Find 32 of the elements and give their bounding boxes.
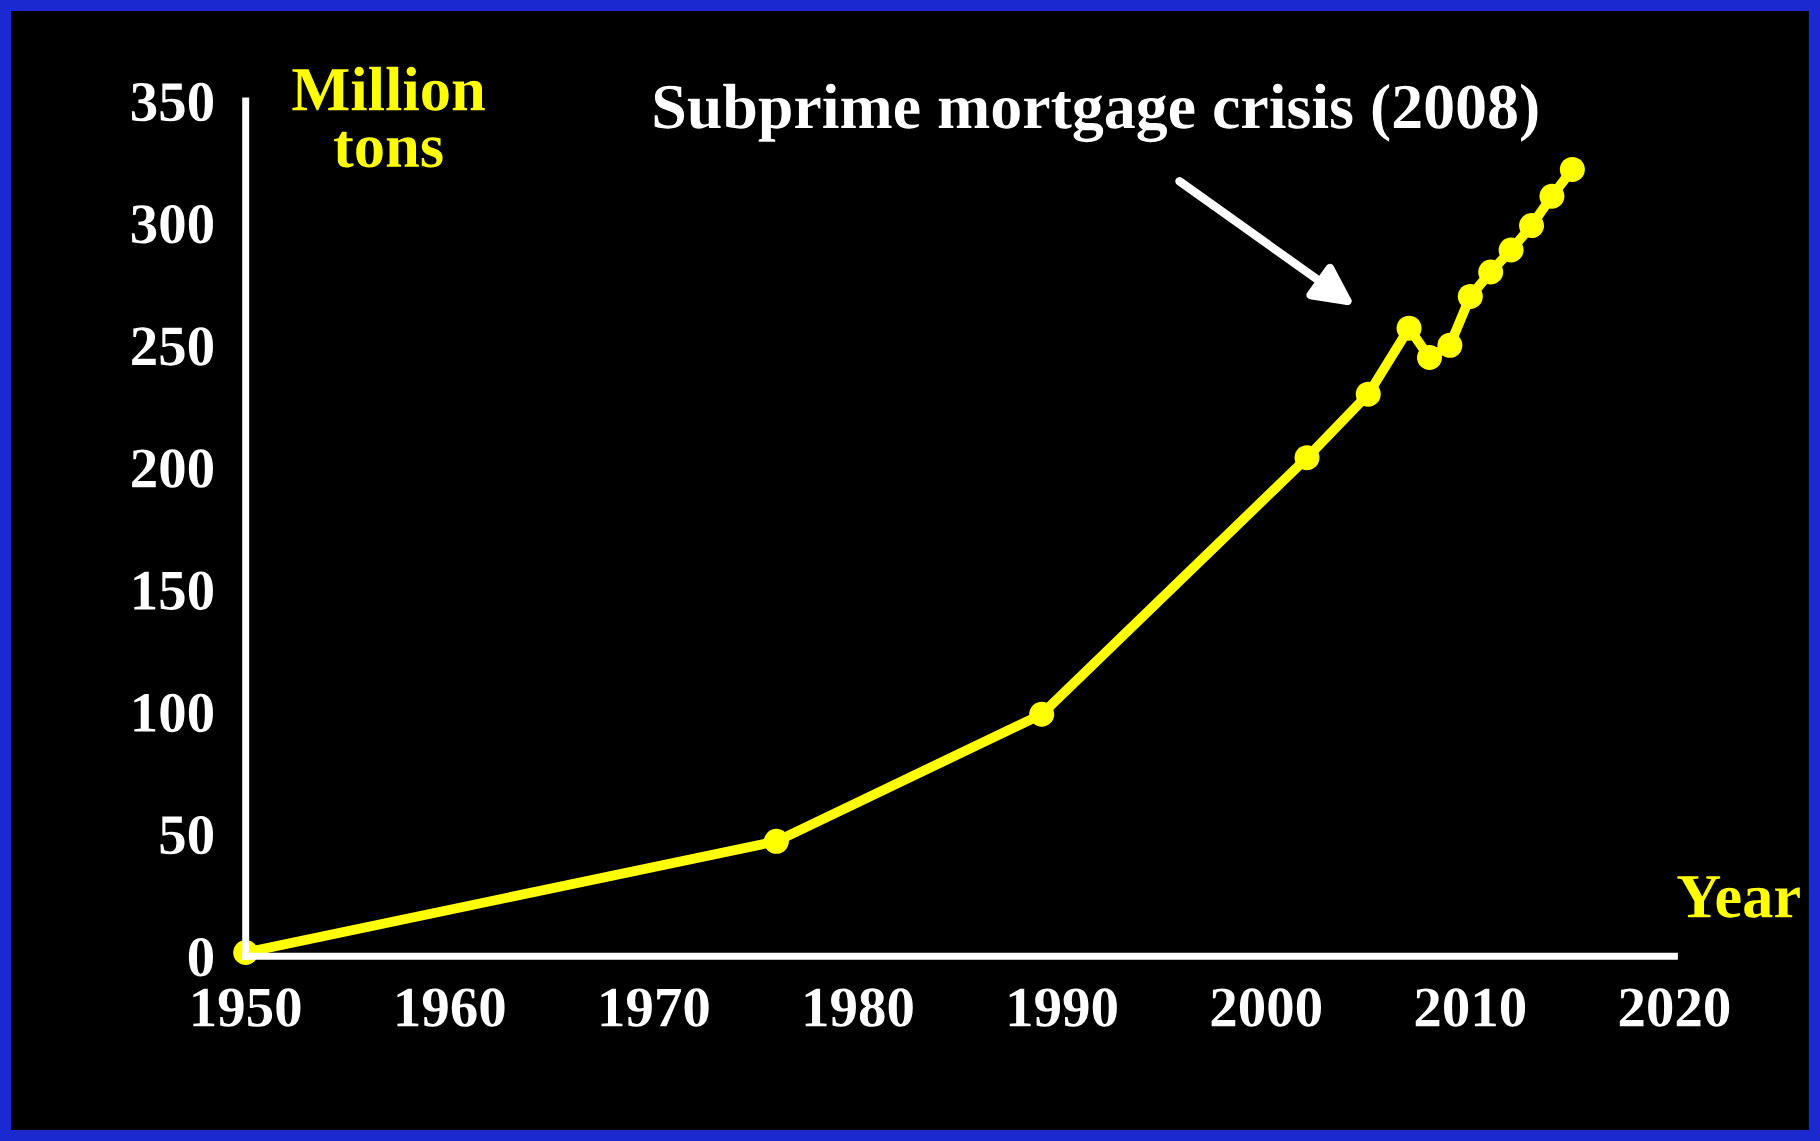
y-tick-label: 100 (134, 693, 213, 733)
point (1519, 213, 1545, 239)
point (1416, 345, 1442, 371)
point (1559, 156, 1585, 182)
x-tick-label: 1970 (601, 988, 709, 1027)
point (1437, 332, 1463, 358)
point (1498, 237, 1524, 263)
point (763, 828, 789, 854)
point (1478, 259, 1504, 285)
y-tick-label: 150 (134, 571, 213, 610)
annotation: Subprime mortgage crisis (2008) (654, 83, 1538, 143)
point (1396, 315, 1422, 341)
x-tick-label: 1980 (805, 988, 913, 1027)
point (1457, 283, 1483, 309)
x-tick-label: 1960 (397, 988, 505, 1027)
x-axis-title: Year (1677, 876, 1800, 918)
y-tick-label: 250 (132, 327, 213, 366)
x-tick-label: 1990 (1009, 988, 1117, 1027)
point (1029, 701, 1055, 727)
point (1355, 381, 1381, 407)
point (1539, 183, 1565, 209)
y-tick-label: 350 (131, 82, 213, 122)
y-tick-label: 300 (131, 205, 213, 244)
x-tick-label: 2000 (1211, 988, 1321, 1027)
point (1294, 445, 1320, 471)
y-tick-label: 50 (160, 815, 213, 855)
x-tick-label: 2020 (1619, 988, 1730, 1027)
y-tick-label: 200 (132, 449, 213, 488)
y-tick-label: 0 (188, 938, 213, 977)
y-axis-title: Million tons (292, 66, 485, 168)
x-tick-label: 1950 (193, 988, 301, 1027)
x-tick-label: 2010 (1415, 988, 1526, 1027)
